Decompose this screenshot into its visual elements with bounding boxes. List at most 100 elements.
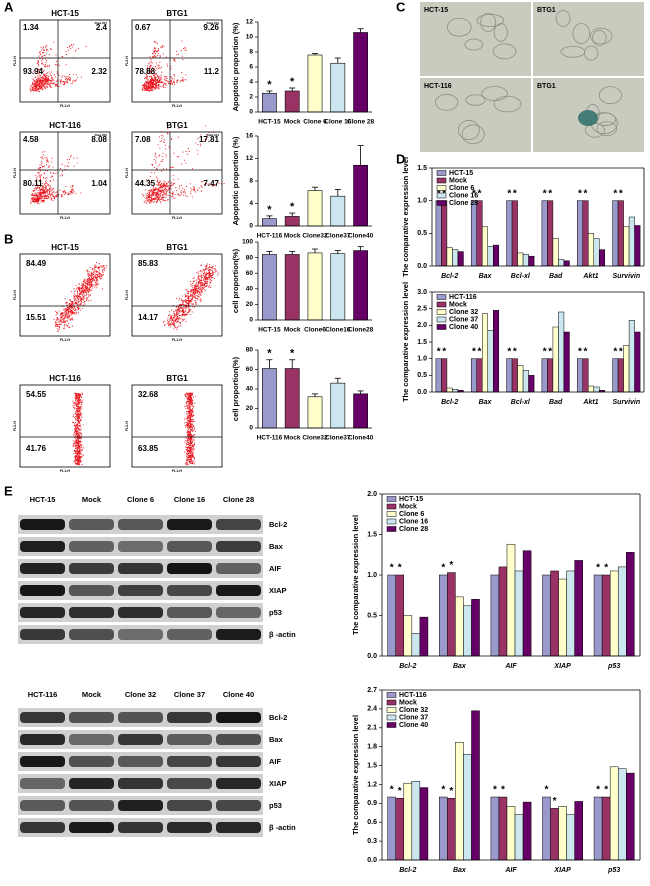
- event-dot: [187, 464, 189, 466]
- event-dot: [190, 296, 192, 298]
- event-dot: [77, 461, 79, 463]
- event-dot: [184, 314, 186, 316]
- event-dot: [178, 310, 180, 312]
- event-dot: [76, 407, 78, 410]
- event-dot: [65, 314, 67, 316]
- event-dot: [175, 306, 177, 308]
- event-dot: [90, 275, 92, 277]
- event-dot: [163, 182, 166, 184]
- event-dot: [148, 65, 150, 67]
- event-dot: [93, 274, 95, 276]
- event-dot: [163, 84, 165, 86]
- event-dot: [165, 191, 168, 193]
- event-dot: [189, 393, 191, 396]
- event-dot: [189, 455, 191, 457]
- event-dot: [33, 79, 35, 82]
- event-dot: [208, 183, 210, 185]
- event-dot: [195, 297, 198, 299]
- event-dot: [188, 424, 190, 426]
- event-dot: [87, 292, 89, 294]
- event-dot: [191, 454, 193, 456]
- event-dot: [37, 65, 39, 67]
- event-dot: [161, 184, 163, 186]
- event-dot: [50, 187, 52, 189]
- event-dot: [166, 186, 169, 188]
- event-dot: [42, 62, 44, 64]
- event-dot: [195, 284, 197, 286]
- event-dot: [157, 84, 159, 86]
- event-dot: [61, 195, 63, 197]
- event-dot: [153, 182, 155, 184]
- event-dot: [194, 294, 196, 296]
- event-dot: [60, 83, 62, 85]
- event-dot: [177, 308, 179, 310]
- event-dot: [72, 400, 74, 402]
- event-dot: [42, 78, 44, 80]
- event-dot: [44, 79, 46, 81]
- event-dot: [39, 81, 41, 83]
- event-dot: [171, 321, 173, 323]
- event-dot: [64, 76, 66, 78]
- event-dot: [41, 195, 44, 197]
- bar: [330, 62, 346, 113]
- bar: [353, 32, 368, 113]
- event-dot: [189, 183, 191, 185]
- event-dot: [101, 275, 103, 277]
- event-dot: [30, 197, 32, 200]
- event-dot: [94, 267, 96, 269]
- event-dot: [191, 297, 194, 299]
- event-dot: [50, 80, 52, 82]
- y-axis-label: Apoptotic proportion (%): [231, 22, 240, 111]
- event-dot: [153, 47, 155, 50]
- event-dot: [73, 444, 75, 446]
- event-dot: [37, 70, 39, 72]
- event-dot: [46, 197, 48, 199]
- event-dot: [141, 85, 143, 87]
- event-dot: [39, 85, 41, 87]
- event-dot: [213, 271, 215, 273]
- event-dot: [41, 72, 43, 74]
- event-dot: [40, 199, 42, 202]
- event-dot: [165, 156, 167, 158]
- event-dot: [208, 286, 210, 288]
- event-dot: [76, 292, 78, 294]
- event-dot: [43, 189, 45, 191]
- event-dot: [189, 461, 191, 463]
- event-dot: [155, 199, 157, 201]
- event-dot: [56, 319, 58, 321]
- event-dot: [197, 290, 199, 293]
- quadrant-value: 54.55: [26, 390, 47, 399]
- event-dot: [194, 297, 196, 299]
- event-dot: [187, 148, 190, 150]
- cell-outline: [572, 23, 591, 45]
- event-dot: [77, 295, 79, 297]
- event-dot: [92, 278, 94, 280]
- event-dot: [152, 186, 155, 188]
- event-dot: [53, 197, 55, 199]
- event-dot: [70, 186, 72, 188]
- event-dot: [194, 428, 196, 430]
- event-dot: [166, 186, 168, 188]
- event-dot: [51, 78, 53, 80]
- event-dot: [64, 321, 66, 323]
- event-dot: [76, 77, 78, 79]
- event-dot: [161, 135, 163, 137]
- event-dot: [162, 135, 164, 137]
- significance-mark: *: [267, 204, 272, 216]
- event-dot: [154, 189, 156, 191]
- event-dot: [209, 272, 211, 275]
- event-dot: [42, 64, 44, 66]
- event-dot: [82, 291, 84, 293]
- event-dot: [191, 407, 193, 410]
- blot-band: [118, 800, 163, 811]
- quadrant-value: 11.2: [204, 67, 220, 76]
- event-dot: [62, 318, 64, 320]
- event-dot: [97, 268, 100, 270]
- event-dot: [54, 83, 56, 85]
- event-dot: [80, 456, 82, 459]
- event-dot: [161, 189, 164, 192]
- event-dot: [173, 152, 175, 154]
- blot-row-label: XIAP: [269, 586, 287, 595]
- event-dot: [46, 183, 48, 185]
- bar: [262, 92, 277, 113]
